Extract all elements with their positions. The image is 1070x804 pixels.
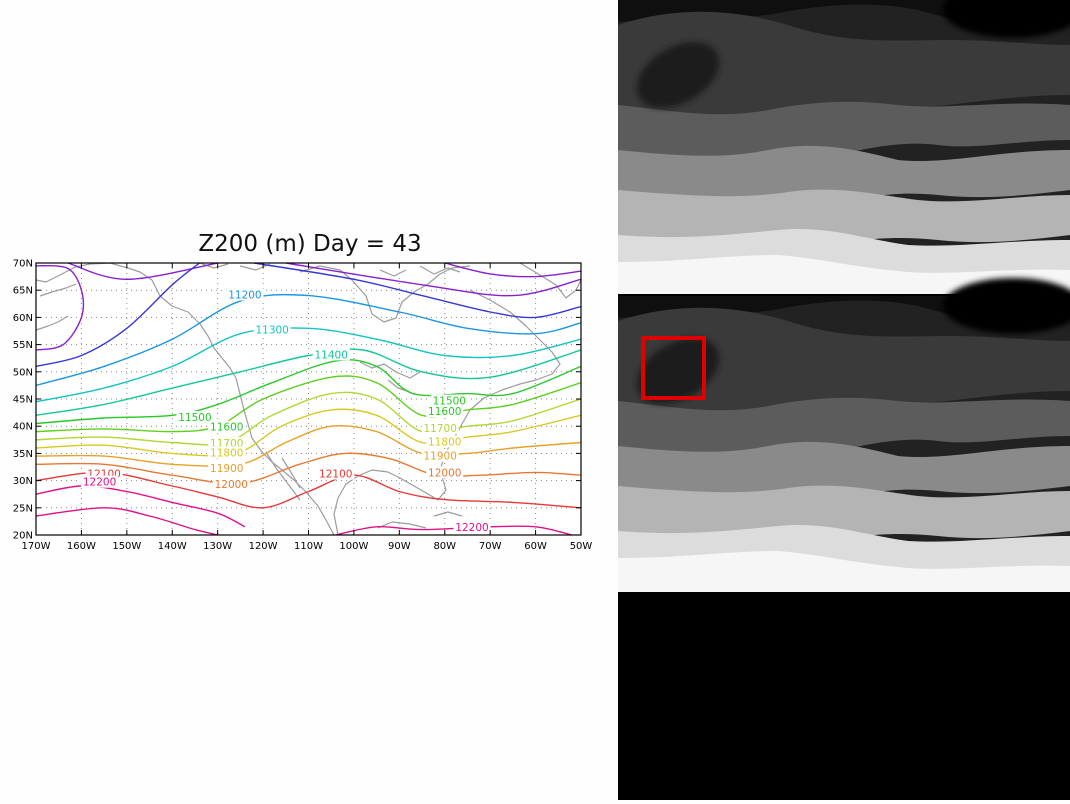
contour-label-background [208, 420, 246, 433]
contour-line-11800 [36, 408, 581, 457]
x-tick-label: 110W [294, 541, 323, 552]
contour-label-background [81, 475, 119, 488]
contour-line-11200 [36, 293, 581, 387]
contour-line-11600 [36, 375, 581, 433]
coastline-arctic-islands [199, 263, 461, 277]
field-image-top [618, 0, 1070, 295]
y-tick-label: 70N [13, 259, 33, 270]
chart-title: Z200 (m) Day = 43 [198, 231, 421, 257]
grayscale-field-panel [618, 0, 1070, 800]
x-tick-label: 130W [203, 541, 232, 552]
y-tick-label: 55N [13, 340, 33, 351]
field-image-separator [618, 294, 1070, 296]
x-tick-label: 150W [112, 541, 141, 552]
contour-label: 11500 [433, 396, 466, 408]
x-tick-label: 100W [339, 541, 368, 552]
contour-line-11100 [36, 263, 200, 368]
empty-panel [618, 592, 1070, 800]
contour-line-11100 [253, 263, 581, 319]
x-tick-label: 50W [570, 541, 593, 552]
contour-label-background [176, 410, 214, 423]
contour-line-11000 [444, 263, 581, 278]
x-axis-tick-labels: 170W 160W 150W 140W 130W 120W 110W 100W 90W 80W 70… [22, 541, 593, 552]
contour-label-background [426, 404, 464, 417]
contour-chart: Z200 (m) Day = 43 1120011300114001150011… [13, 231, 593, 552]
contour-line-12000 [36, 452, 581, 485]
contour-line-11700 [36, 391, 581, 446]
grayscale-field-view [618, 0, 1070, 800]
contour-label: 11800 [428, 436, 461, 448]
contour-label-background [226, 288, 264, 301]
contour-label: 12000 [428, 467, 461, 479]
contour-label: 12100 [319, 469, 352, 481]
coastline-greenland [519, 263, 581, 299]
axis-ticks [35, 262, 582, 536]
x-tick-label: 80W [433, 541, 456, 552]
contour-line-12100 [36, 471, 581, 509]
y-tick-label: 40N [13, 422, 33, 433]
coastline-alaska [36, 263, 141, 283]
contour-label-background [426, 466, 464, 479]
contour-line-11000 [36, 265, 85, 351]
x-tick-label: 120W [249, 541, 278, 552]
contour-label-background [430, 394, 468, 407]
contour-label-background [208, 437, 246, 450]
field-image-bottom [618, 278, 1070, 592]
contour-line-11400 [36, 348, 581, 416]
contour-label: 11900 [210, 463, 243, 475]
y-tick-label: 25N [13, 503, 33, 514]
contour-label: 12200 [83, 477, 116, 489]
contour-line-11000 [285, 263, 581, 297]
contour-label-background [208, 446, 246, 459]
contour-label: 11200 [228, 290, 261, 302]
contour-line-12200 [36, 485, 246, 528]
x-tick-label: 70W [479, 541, 502, 552]
contour-line-11500 [36, 359, 581, 425]
contour-labels: 1120011300114001150011500116001160011700… [81, 288, 491, 534]
contour-label-background [453, 520, 491, 533]
contour-label: 11600 [210, 422, 243, 434]
contour-line-11900 [36, 424, 581, 467]
y-tick-label: 20N [13, 531, 33, 542]
contour-line-11300 [36, 327, 581, 403]
contour-label: 11400 [315, 349, 348, 361]
x-tick-label: 170W [22, 541, 51, 552]
contour-line-11000 [67, 263, 218, 281]
y-axis-tick-labels: 20N 25N 30N 35N 40N 45N 50N 55N 60N 65N 70N [13, 259, 33, 542]
y-tick-label: 65N [13, 286, 33, 297]
coastline-baja [265, 451, 301, 501]
contour-label-background [208, 462, 246, 475]
contour-label: 11300 [255, 324, 288, 336]
contour-label: 11700 [424, 423, 457, 435]
y-tick-label: 60N [13, 313, 33, 324]
contour-lines [36, 263, 581, 535]
contour-label: 12000 [215, 479, 248, 491]
contour-label-background [421, 421, 459, 434]
y-tick-label: 30N [13, 476, 33, 487]
contour-line-12200 [36, 507, 218, 535]
y-tick-label: 35N [13, 449, 33, 460]
contour-label: 11600 [428, 406, 461, 418]
contour-label-background [317, 467, 355, 480]
contour-label-background [312, 348, 350, 361]
contour-label: 11500 [178, 412, 211, 424]
contour-label-background [212, 477, 250, 490]
contour-label-background [253, 323, 291, 336]
highlight-box [641, 336, 706, 400]
y-tick-label: 45N [13, 395, 33, 406]
x-tick-label: 60W [524, 541, 547, 552]
chart-panel: Z200 (m) Day = 43 11200 11300 11400 11500 11… [12, 231, 593, 552]
x-tick-label: 90W [388, 541, 411, 552]
y-tick-label: 50N [13, 367, 33, 378]
contour-label-background [426, 435, 464, 448]
contour-label: 12200 [455, 522, 488, 534]
coastline-aleutians [36, 283, 77, 331]
x-tick-label: 160W [67, 541, 96, 552]
contour-label-background [421, 449, 459, 462]
contour-label: 11900 [424, 451, 457, 463]
contour-label: 11800 [210, 447, 243, 459]
x-tick-label: 140W [158, 541, 187, 552]
